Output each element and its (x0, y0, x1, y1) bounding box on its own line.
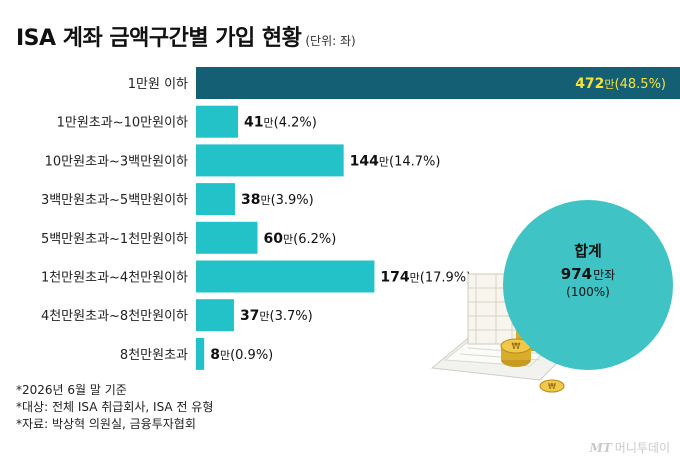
bar (196, 299, 234, 332)
data-label-unit: 만 (283, 233, 293, 246)
total-unit: 만좌 (593, 268, 616, 282)
data-label: 8만(0.9%) (210, 347, 273, 363)
data-label-percent: (3.9%) (271, 193, 314, 208)
data-label-value: 60 (264, 231, 284, 247)
data-label-unit: 만 (220, 349, 230, 362)
data-label-percent: (48.5%) (615, 77, 666, 92)
total-percent: (100%) (566, 285, 610, 299)
data-label: 144만(14.7%) (350, 153, 441, 169)
category-label: 3백만원초과~5백만원이하 (41, 193, 188, 208)
svg-text:₩: ₩ (548, 382, 556, 391)
data-label-value: 8 (210, 347, 220, 363)
category-label: 1천만원초과~4천만원이하 (41, 271, 188, 286)
category-label: 1만원 이하 (128, 77, 188, 92)
publisher-logo: MT 머니투데이 (590, 439, 670, 456)
data-label-unit: 만 (264, 117, 274, 130)
bar (196, 221, 258, 254)
data-label: 472만(48.5%) (575, 76, 666, 92)
title-text: ISA 계좌 금액구간별 가입 현황 (16, 26, 302, 51)
data-label-value: 472 (575, 76, 604, 92)
footnotes: *2026년 6월 말 기준 *대상: 전체 ISA 취급회사, ISA 전 유… (16, 382, 213, 433)
data-label-percent: (4.2%) (274, 116, 317, 131)
data-label-value: 37 (240, 308, 259, 324)
data-label-percent: (3.7%) (270, 309, 313, 324)
bar (196, 105, 239, 138)
total-circle: 합계 974만좌 (100%) (503, 200, 673, 370)
data-label-percent: (0.9%) (230, 348, 273, 363)
data-label-unit: 만 (410, 272, 420, 285)
footnote-source: *자료: 박상혁 의원실, 금융투자협회 (16, 417, 196, 431)
total-label: 합계 (574, 242, 602, 260)
bar (196, 337, 205, 370)
data-label: 38만(3.9%) (241, 192, 314, 208)
data-label: 41만(4.2%) (244, 115, 317, 131)
data-label-percent: (6.2%) (293, 232, 336, 247)
bar (196, 260, 375, 293)
unit-label: (단위: 좌) (305, 34, 356, 48)
total-value-line: 974만좌 (561, 265, 615, 283)
data-label-value: 144 (350, 153, 379, 169)
bar (196, 183, 235, 216)
bar (196, 144, 344, 177)
category-label: 8천만원초과 (120, 348, 188, 363)
data-label: 60만(6.2%) (264, 231, 337, 247)
total-value: 974 (560, 265, 593, 283)
svg-text:₩: ₩ (512, 342, 521, 352)
data-label-percent: (17.9%) (420, 271, 471, 286)
chart-title: ISA 계좌 금액구간별 가입 현황 (단위: 좌) (16, 20, 356, 52)
data-label: 174만(17.9%) (380, 270, 471, 286)
category-label: 4천만원초과~8천만원이하 (41, 309, 188, 324)
bar-chart: 1만원 이하 472만(48.5%)1만원초과~10만원이하 41만(4.2%)10… (41, 67, 680, 370)
footnote-date: *2026년 6월 말 기준 (16, 383, 127, 397)
category-label: 5백만원초과~1천만원이하 (41, 232, 188, 247)
data-label-unit: 만 (604, 78, 614, 91)
logo-text: 머니투데이 (614, 441, 670, 455)
data-label: 37만(3.7%) (240, 308, 313, 324)
data-label-unit: 만 (260, 194, 270, 207)
data-label-unit: 만 (259, 310, 269, 323)
category-label: 10만원초과~3백만원이하 (45, 154, 188, 169)
logo-mark: MT (589, 441, 612, 455)
data-label-value: 38 (241, 192, 260, 208)
category-label: 1만원초과~10만원이하 (57, 116, 188, 131)
data-label-unit: 만 (379, 155, 389, 168)
bar (196, 67, 680, 99)
footnote-target: *대상: 전체 ISA 취급회사, ISA 전 유형 (16, 400, 214, 414)
data-label-percent: (14.7%) (389, 154, 440, 169)
data-label-value: 174 (380, 270, 409, 286)
data-label-value: 41 (244, 115, 263, 131)
